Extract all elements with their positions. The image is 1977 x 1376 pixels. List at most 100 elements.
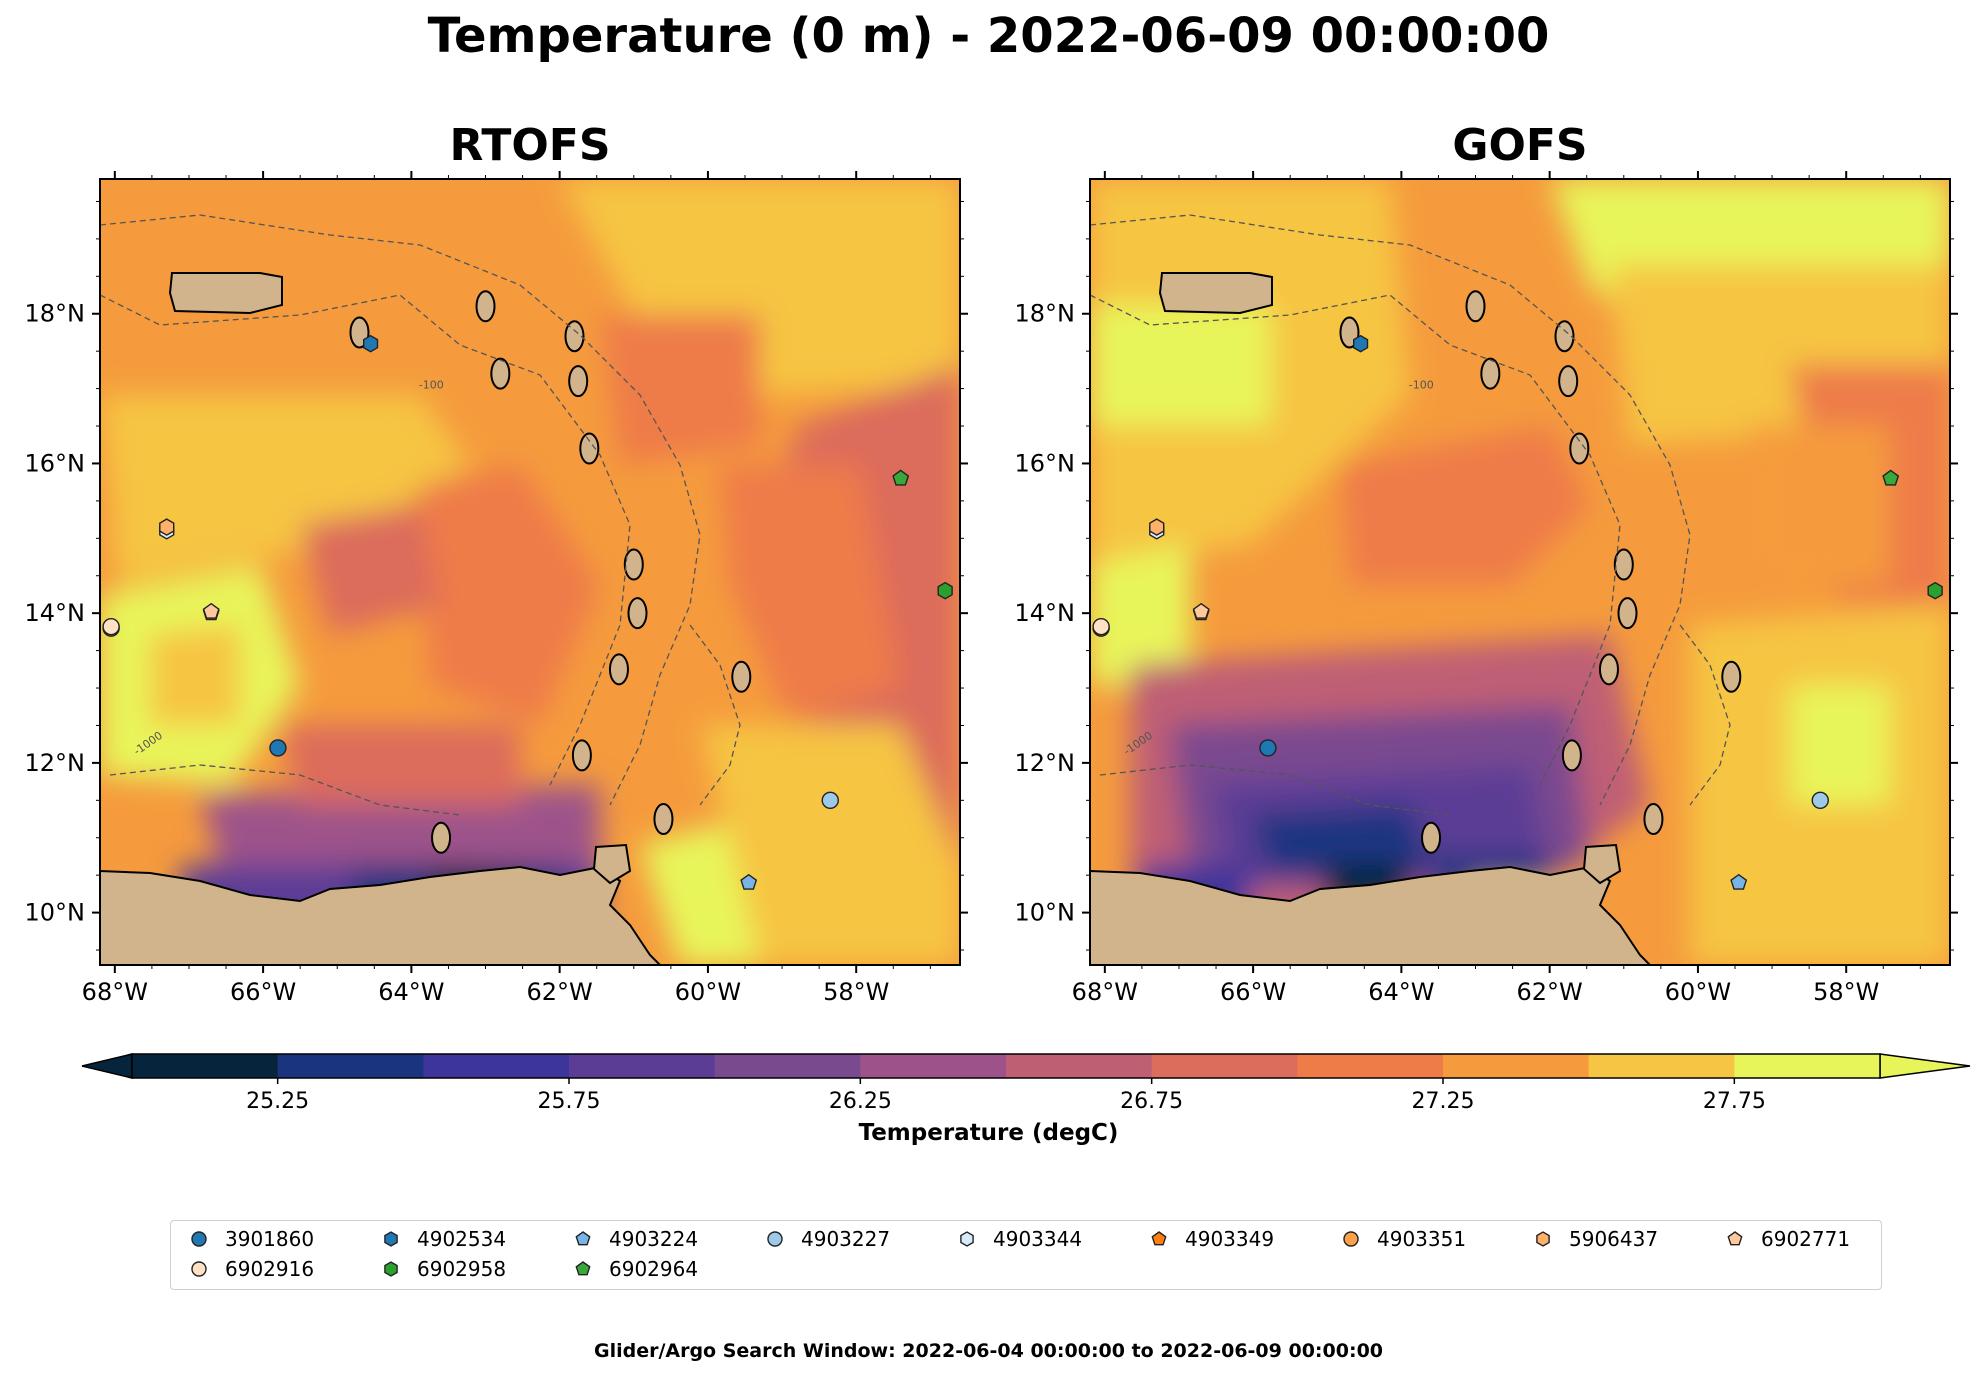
lat-tick-label: 14°N <box>25 599 86 627</box>
island <box>608 653 629 686</box>
island <box>1613 548 1634 581</box>
float-4903227 <box>1811 791 1829 810</box>
legend-label: 3901860 <box>225 1227 315 1251</box>
colorbar: 25.25 25.75 26.25 26.75 27.25 27.75 <box>81 1053 1971 1114</box>
float-4902534 <box>1353 334 1369 353</box>
island <box>431 821 452 854</box>
map-panel-gofs: -1000-100 68°W 66°W 64°W 62°W 60°W 58°W 10°N 12°… <box>1015 171 1958 1006</box>
legend-marker <box>1727 1231 1743 1246</box>
lon-tick-label: 58°W <box>823 978 889 1006</box>
legend-item: 4903344 <box>957 1225 1082 1253</box>
legend-label: 5906437 <box>1569 1227 1659 1251</box>
colorbar-bin <box>132 1054 279 1078</box>
legend-item: 6902916 <box>189 1255 314 1283</box>
island <box>1421 821 1442 854</box>
temperature-field: -1000-100 <box>1090 179 1950 965</box>
float-5906437 <box>1149 518 1165 536</box>
legend-item: 4903351 <box>1341 1225 1466 1253</box>
island <box>1569 432 1590 465</box>
legend-item: 4903227 <box>765 1225 890 1253</box>
island <box>490 357 511 390</box>
lat-tick-label: 14°N <box>1015 599 1076 627</box>
island <box>1554 320 1575 353</box>
land-masses <box>1090 272 1742 965</box>
island <box>568 365 589 398</box>
trinidad <box>592 843 632 885</box>
island <box>1558 365 1579 398</box>
legend-label: 4902534 <box>417 1227 507 1251</box>
lon-tick-label: 64°W <box>1368 978 1434 1006</box>
colorbar-bin <box>277 1054 424 1078</box>
panel-title-gofs: GOFS <box>1452 120 1588 171</box>
legend-marker <box>384 1261 398 1277</box>
legend-marker <box>575 1261 591 1276</box>
lat-tick-label: 10°N <box>1015 899 1076 927</box>
legend-item: 6902958 <box>381 1255 506 1283</box>
legend-item: 6902771 <box>1725 1225 1850 1253</box>
float-3901860 <box>269 739 287 757</box>
legend-item: 4903349 <box>1149 1225 1274 1253</box>
colorbar-tick-label: 26.75 <box>1120 1089 1183 1114</box>
colorbar-bin <box>423 1054 570 1078</box>
legend-marker <box>1343 1231 1359 1247</box>
colorbar-bin <box>1151 1054 1298 1078</box>
colorbar-tick-label: 25.75 <box>538 1089 601 1114</box>
float-6902916 <box>102 617 120 636</box>
panel-title-rtofs: RTOFS <box>449 120 611 171</box>
puerto-rico <box>1158 272 1273 315</box>
colorbar-bin <box>1443 1054 1590 1078</box>
float-6902916 <box>1092 617 1110 636</box>
lat-tick-label: 18°N <box>25 300 86 328</box>
float-4903224 <box>1730 873 1748 890</box>
legend-label: 4903224 <box>609 1227 699 1251</box>
lon-tick-label: 60°W <box>675 978 741 1006</box>
float-4903227 <box>821 791 839 810</box>
colorbar-label: Temperature (degC) <box>858 1120 1119 1146</box>
float-6902958 <box>1927 581 1943 600</box>
float-6902771 <box>1192 602 1210 619</box>
legend-item: 4902534 <box>381 1225 506 1253</box>
legend-label: 6902916 <box>225 1257 315 1281</box>
island <box>623 548 644 581</box>
legend-marker <box>767 1231 783 1247</box>
legend-item: 6902964 <box>573 1255 698 1283</box>
legend-marker <box>1536 1231 1550 1247</box>
contour-label: -100 <box>419 379 444 392</box>
south-american-coast <box>100 865 662 965</box>
island <box>564 320 585 353</box>
lat-tick-label: 16°N <box>25 449 86 477</box>
colorbar-tick-label: 27.75 <box>1703 1089 1766 1114</box>
island <box>1721 660 1742 693</box>
lat-tick-label: 10°N <box>25 899 86 927</box>
island <box>1465 290 1486 323</box>
lat-tick-label: 12°N <box>1015 749 1076 777</box>
float-4903224 <box>740 873 758 890</box>
colorbar-bin <box>569 1054 716 1078</box>
lon-tick-label: 62°W <box>527 978 593 1006</box>
legend-item: 3901860 <box>189 1225 314 1253</box>
island <box>1598 653 1619 686</box>
legend-label: 6902958 <box>417 1257 507 1281</box>
float-3901860 <box>1259 739 1277 757</box>
island <box>1617 597 1638 630</box>
legend-item: 5906437 <box>1533 1225 1658 1253</box>
lon-tick-label: 62°W <box>1517 978 1583 1006</box>
legend-label: 6902964 <box>609 1257 699 1281</box>
legend-label: 4903227 <box>801 1227 891 1251</box>
island <box>1643 803 1664 836</box>
colorbar-bin <box>1588 1054 1735 1078</box>
contour-label: -100 <box>1409 379 1434 392</box>
lat-tick-label: 18°N <box>1015 300 1076 328</box>
float-markers <box>1092 334 1943 890</box>
float-4902534 <box>363 334 379 353</box>
float-markers <box>102 334 953 890</box>
legend-marker <box>384 1231 398 1247</box>
island <box>475 290 496 323</box>
colorbar-tick-label: 25.25 <box>246 1089 309 1114</box>
legend-marker <box>191 1231 207 1247</box>
lon-tick-label: 64°W <box>378 978 444 1006</box>
lon-tick-label: 66°W <box>230 978 296 1006</box>
colorbar-tick-label: 27.25 <box>1412 1089 1475 1114</box>
float-5906437 <box>159 518 175 536</box>
island <box>653 803 674 836</box>
